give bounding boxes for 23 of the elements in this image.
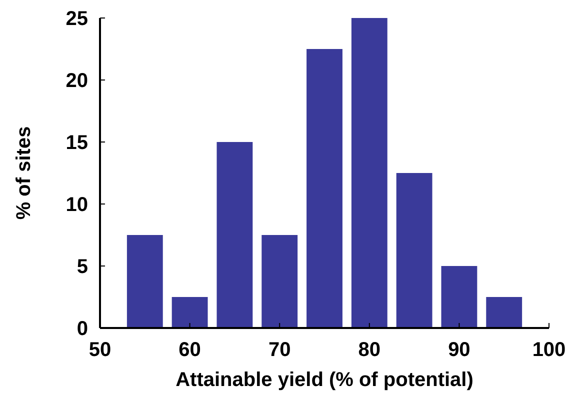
bar: [216, 142, 253, 328]
y-tick-label: 25: [66, 8, 88, 30]
bar: [441, 266, 478, 328]
x-tick-label: 90: [448, 339, 470, 361]
y-tick-label: 0: [76, 318, 88, 340]
bar: [351, 18, 388, 328]
x-tick-label: 70: [268, 339, 291, 361]
bar: [486, 297, 522, 328]
y-tick-label: 10: [66, 194, 88, 216]
x-axis-title: Attainable yield (% of potential): [176, 369, 474, 391]
x-tick-label: 50: [88, 339, 112, 361]
bar: [172, 297, 208, 328]
bar: [306, 49, 342, 328]
y-tick-label: 5: [76, 256, 88, 278]
y-tick-label: 15: [66, 132, 88, 154]
x-tick-label: 100: [532, 339, 566, 361]
y-tick-label: 20: [66, 70, 88, 92]
y-axis-title: % of sites: [13, 126, 35, 220]
x-tick-label: 60: [178, 339, 201, 361]
bar: [126, 235, 163, 328]
x-tick-label: 80: [358, 339, 381, 361]
bar: [262, 235, 298, 328]
bar: [396, 173, 432, 328]
